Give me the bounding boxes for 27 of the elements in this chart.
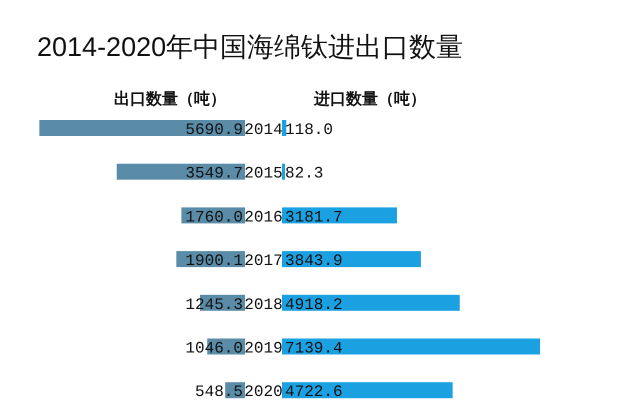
bar — [282, 120, 286, 136]
data-label: 5690.9 — [185, 121, 243, 139]
data-label: 4722.6 — [285, 383, 343, 402]
data-label: 3549.7 — [185, 164, 243, 183]
y-tick-label: 2017 — [244, 252, 283, 270]
bar — [282, 382, 453, 398]
chart-subtitle: 出口数量（吨） — [114, 90, 226, 108]
data-label: 4918.2 — [285, 296, 343, 314]
bar — [39, 120, 245, 136]
y-tick-label: 2020 — [244, 383, 283, 402]
bar — [282, 294, 460, 311]
data-label: 3181.7 — [285, 208, 343, 226]
bar — [282, 164, 285, 180]
data-label: 1760.0 — [185, 208, 243, 226]
data-label: 82.3 — [285, 164, 324, 183]
y-tick-label: 2019 — [244, 340, 283, 358]
bar — [282, 338, 540, 354]
data-label: 1900.1 — [185, 252, 243, 270]
y-tick-label: 2018 — [244, 296, 283, 314]
data-label: 118.0 — [285, 121, 334, 139]
y-tick-label: 2016 — [244, 208, 283, 226]
chart-title: 2014-2020年中国海绵钛进出口数量 — [37, 32, 464, 62]
data-label: 3843.9 — [285, 252, 343, 270]
y-tick-label: 2015 — [244, 164, 283, 183]
chart-subtitle: 进口数量（吨） — [313, 90, 426, 108]
data-label: 7139.4 — [285, 340, 343, 358]
y-tick-label: 2014 — [244, 121, 283, 139]
